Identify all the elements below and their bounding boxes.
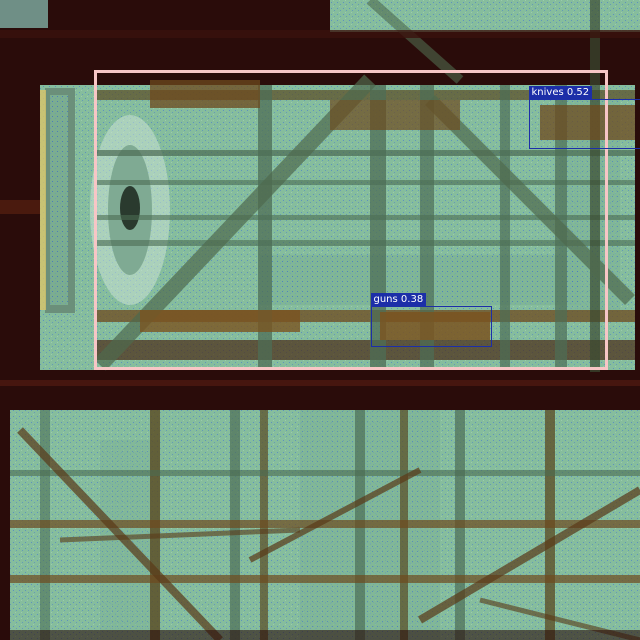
detection-box-guns: guns 0.38 <box>370 293 492 347</box>
detection-box-knives: knives 0.52 <box>528 86 640 149</box>
region-of-interest-box <box>94 70 608 370</box>
detection-label-guns: guns 0.38 <box>370 293 427 307</box>
detection-label-knives: knives 0.52 <box>528 86 593 100</box>
